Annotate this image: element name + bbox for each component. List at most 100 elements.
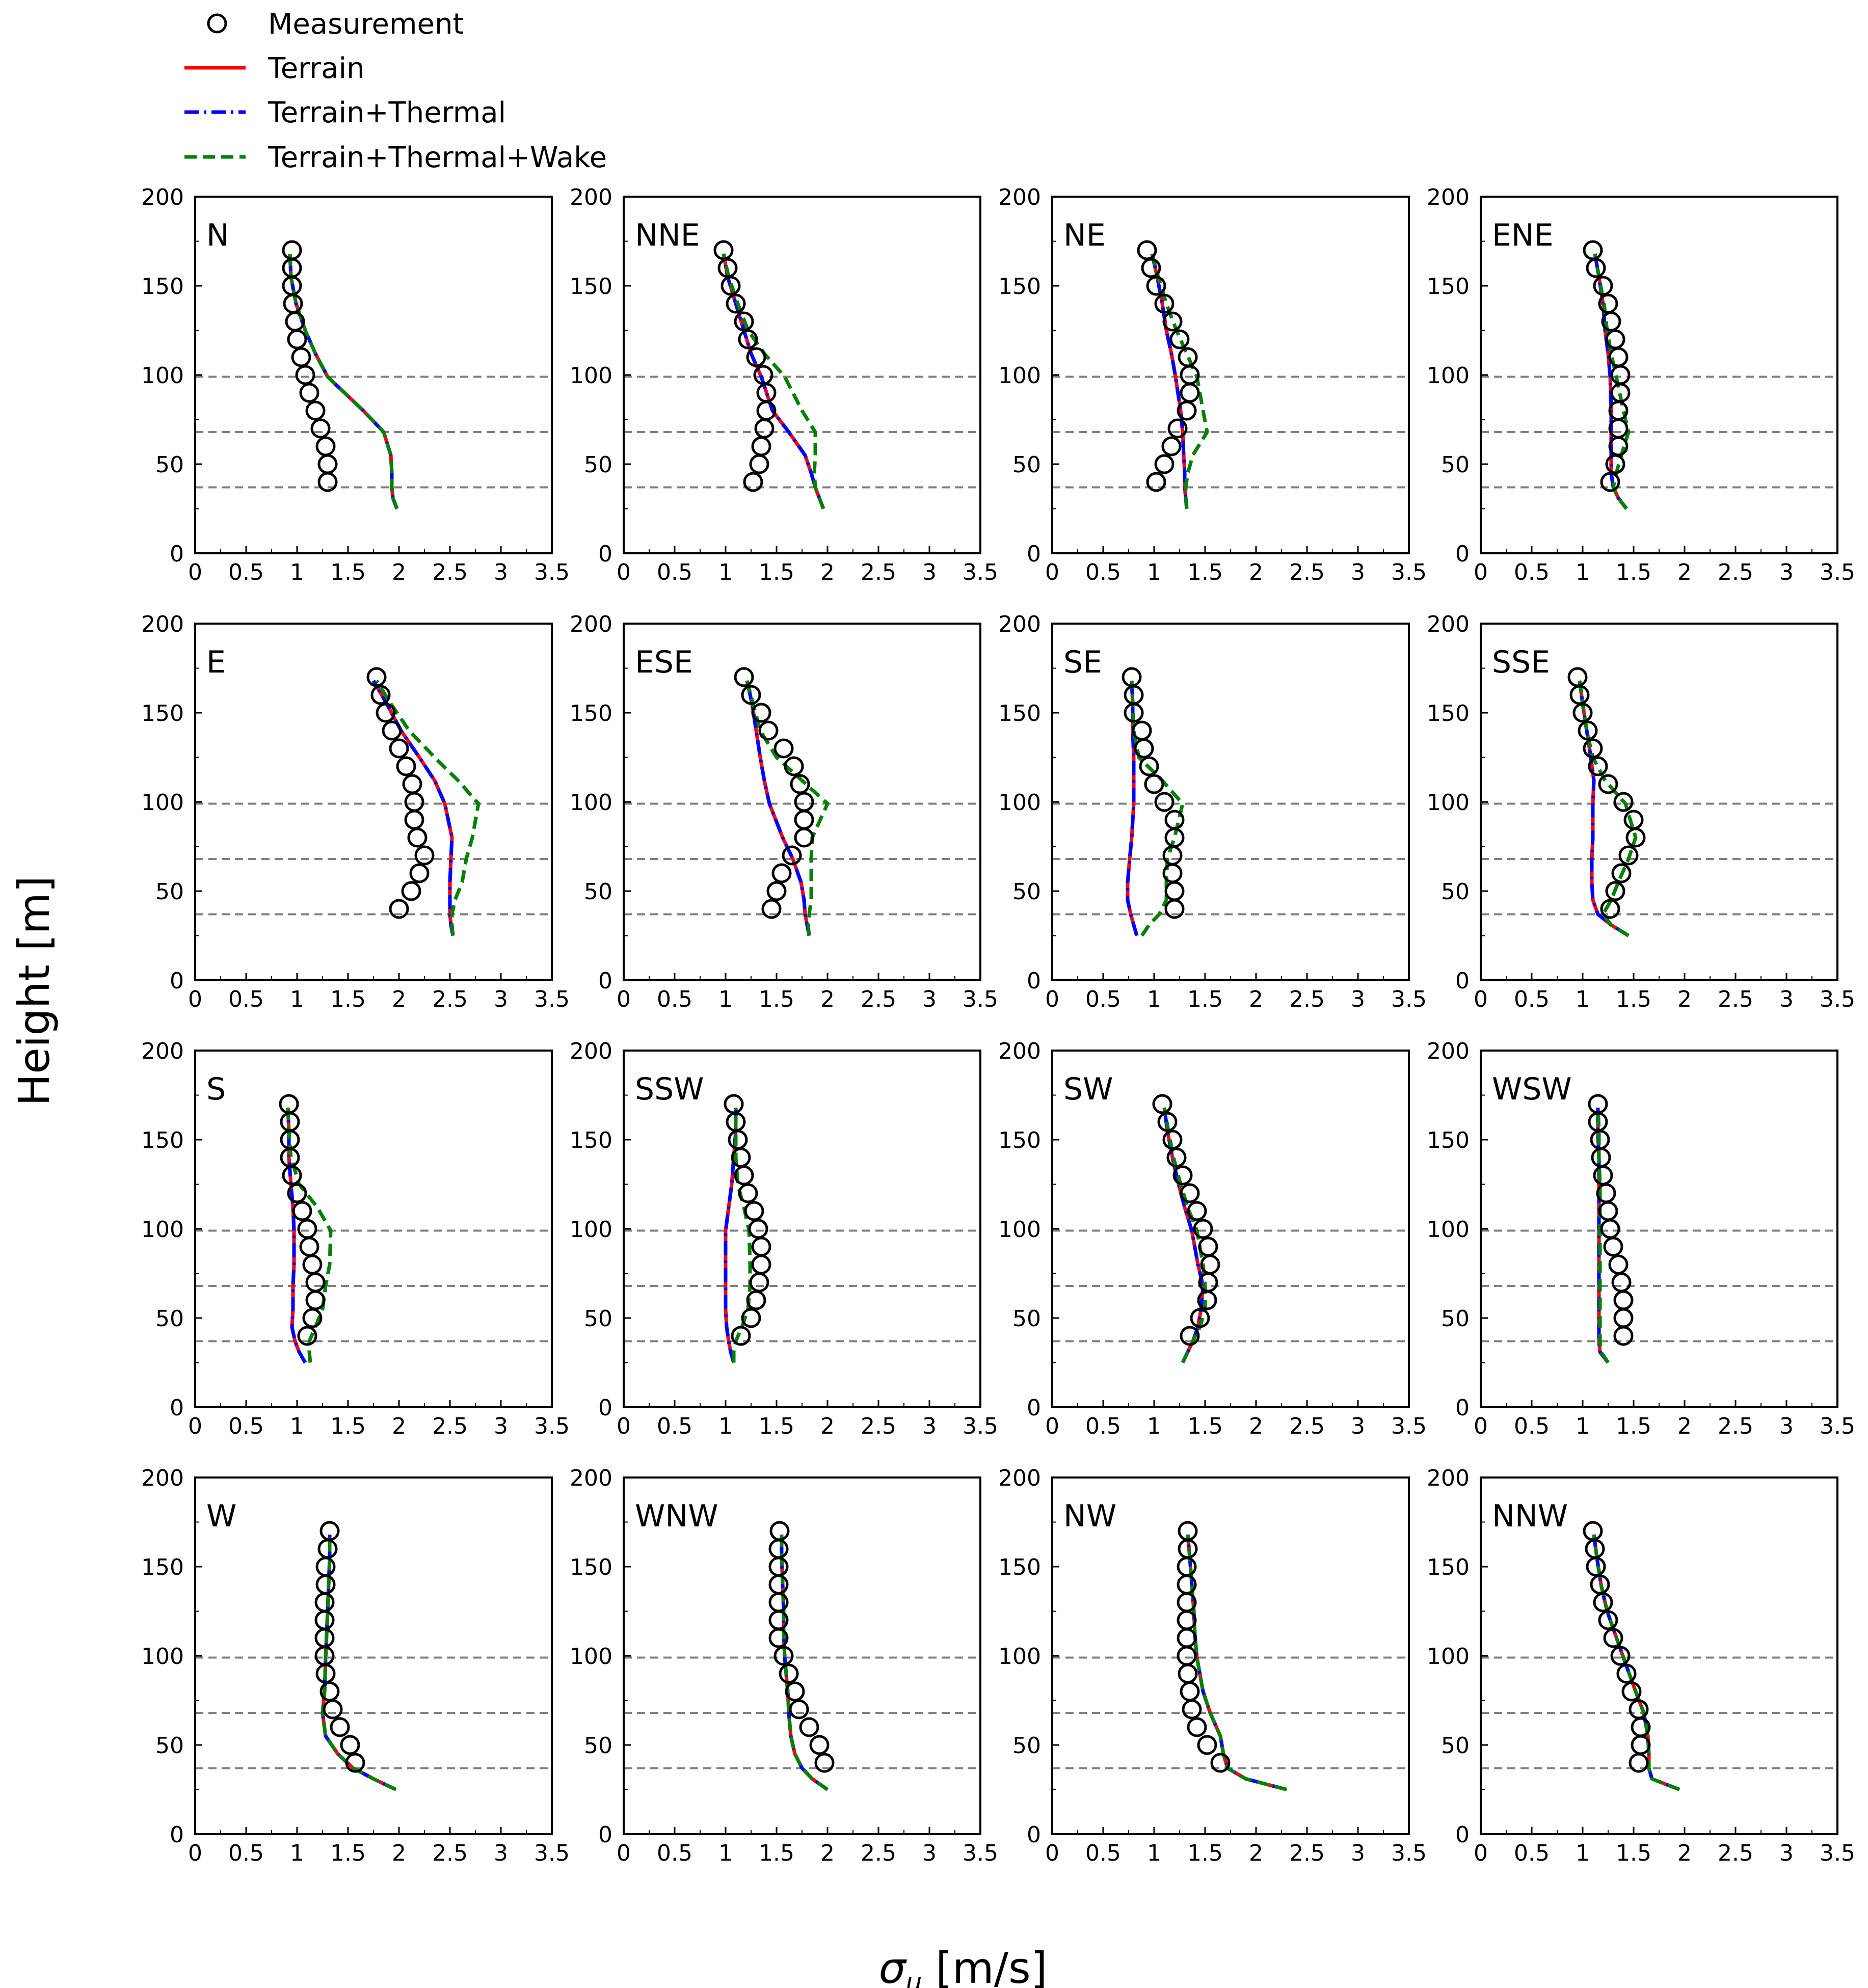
y-tick-label: 50 [1012,1733,1041,1759]
x-tick-label: 0.5 [228,986,264,1012]
measurement-point [404,810,424,830]
x-tick-label: 0 [617,986,631,1012]
x-tick-label: 2.5 [1718,1840,1753,1866]
panel-label: ENE [1492,218,1554,253]
measurement-point [1141,258,1161,278]
measurement-point [295,365,315,385]
measurement-point [299,383,319,403]
measurement-point [773,1646,794,1666]
x-tick-label: 2.5 [861,1840,896,1866]
x-tick-label: 0 [1474,559,1488,585]
x-tick-label: 0.5 [1514,1840,1550,1866]
measurement-point [749,454,769,474]
y-tick-label: 150 [141,274,184,300]
panel-label: NNW [1492,1498,1568,1534]
legend: Measurement Terrain Terrain+Thermal Terr… [184,8,607,174]
measurement-point [789,1699,809,1720]
measurement-point [299,1237,319,1257]
x-tick-label: 2 [392,986,406,1012]
measurement-point [1623,810,1644,830]
measurement-point [1139,756,1159,776]
measurement-point [748,1219,768,1239]
x-tick-label: 3 [922,559,937,585]
measurement-point [734,667,754,687]
measurement-point [724,1094,744,1114]
x-tick-label: 0.5 [657,1840,692,1866]
x-tick-label: 0 [188,559,202,585]
x-tick-label: 1 [290,559,304,585]
measurement-point [758,720,779,741]
x-tick-label: 0.5 [657,559,692,585]
x-tick-label: 1 [1147,1413,1161,1439]
measurement-point [713,240,734,260]
x-tick-label: 3 [1779,1413,1794,1439]
panel-frame [623,1050,981,1408]
y-tick-label: 150 [1427,1554,1470,1580]
measurement-point [768,1556,789,1577]
x-tick-label: 0.5 [657,986,692,1012]
x-tick-label: 3.5 [963,559,998,585]
x-tick-label: 1 [1147,1840,1161,1866]
measurement-point [1169,329,1190,350]
x-tick-label: 0 [1474,1840,1488,1866]
y-tick-label: 200 [141,184,184,210]
panel-frame [194,1050,553,1408]
panel-se: 0 0.5 1 1.5 2 2.5 3 3.5 0 50 100 150 200 SE [998,611,1427,1012]
measurement-point [1177,1646,1197,1666]
measurement-point [1600,472,1620,492]
y-axis-title: Height [m] [9,876,59,1106]
x-tick-label: 3 [922,1413,937,1439]
series-wake-line [1592,1534,1680,1791]
measurement-point [746,347,766,367]
x-tick-label: 3.5 [1391,986,1427,1012]
measurement-point [1600,1219,1620,1239]
measurement-point [1610,1646,1631,1666]
measurement-point [809,1735,830,1755]
x-tick-label: 1.5 [330,986,366,1012]
panel-label: SW [1063,1071,1113,1107]
measurement-point [1616,1663,1637,1684]
measurement-point [1134,738,1154,759]
x-tick-label: 3 [1351,986,1365,1012]
y-tick-label: 150 [141,701,184,727]
panel-nnw: 0 0.5 1 1.5 2 2.5 3 3.5 0 50 100 150 200 NNW [1427,1465,1855,1866]
y-tick-label: 150 [1427,701,1470,727]
measurement-point [1621,1681,1642,1702]
x-tick-label: 0.5 [1085,1840,1121,1866]
x-tick-label: 3.5 [1820,559,1855,585]
series-wake-line [375,680,481,936]
x-tick-label: 0.5 [1085,559,1121,585]
panel-nw: 0 0.5 1 1.5 2 2.5 3 3.5 0 50 100 150 200 NW [998,1465,1427,1866]
measurement-point [315,1556,336,1577]
x-tick-label: 0 [188,986,202,1012]
panel-sw: 0 0.5 1 1.5 2 2.5 3 3.5 0 50 100 150 200 SW [998,1038,1427,1439]
x-tick-label: 3 [1779,559,1794,585]
measurement-point [319,1681,340,1702]
x-tick-label: 1.5 [759,559,794,585]
y-tick-label: 100 [998,1644,1041,1670]
measurement-point [1162,1130,1183,1150]
measurement-point [794,810,814,830]
y-tick-label: 200 [998,611,1041,637]
legend-thermal-label: Terrain+Thermal [268,96,506,129]
measurement-point [1591,1147,1611,1168]
measurement-point [283,293,303,314]
x-tick-label: 1.5 [759,1413,794,1439]
series-thermal-line [1578,680,1630,937]
y-tick-label: 200 [1427,1038,1470,1064]
measurement-point [1593,1165,1613,1186]
y-tick-label: 100 [141,1217,184,1243]
x-tick-label: 1.5 [1187,986,1223,1012]
panel-label: N [206,218,229,253]
y-tick-label: 100 [141,363,184,389]
measurement-point [717,258,738,278]
x-tick-label: 0 [188,1840,202,1866]
x-tick-label: 1 [718,1840,733,1866]
legend-meas-marker [207,13,227,34]
series-terrain-line [321,1535,397,1791]
series-wake-line [1130,680,1185,937]
x-tick-label: 2.5 [1718,559,1753,585]
measurement-point [1146,276,1166,296]
measurement-point [761,899,782,919]
measurement-point [317,454,338,474]
